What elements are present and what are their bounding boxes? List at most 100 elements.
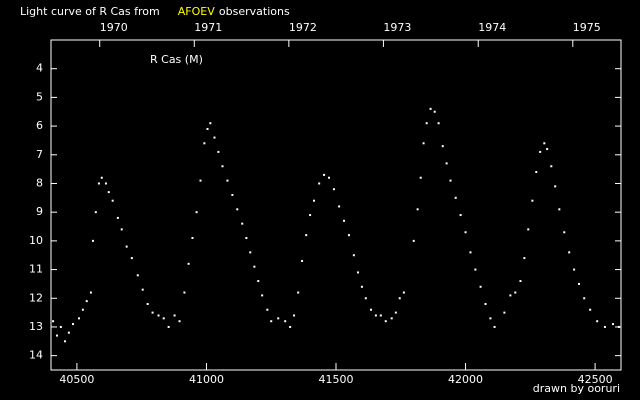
x2-tick-label: 1970 — [100, 21, 128, 34]
data-point — [479, 285, 482, 288]
y-tick-label: 9 — [36, 205, 43, 218]
data-point — [531, 199, 534, 202]
data-point — [257, 280, 260, 283]
data-point — [52, 320, 55, 323]
data-point — [422, 142, 425, 145]
data-point — [305, 234, 308, 237]
data-point — [445, 162, 448, 165]
data-point — [360, 285, 363, 288]
data-point — [94, 211, 97, 214]
data-point — [583, 297, 586, 300]
data-point — [441, 145, 444, 148]
data-point — [543, 142, 546, 145]
title-suffix: observations — [219, 5, 290, 18]
data-point — [558, 208, 561, 211]
data-point — [454, 196, 457, 199]
data-point — [312, 199, 315, 202]
data-point — [191, 237, 194, 239]
data-point — [111, 199, 114, 202]
data-point — [67, 331, 70, 334]
data-point — [270, 320, 273, 323]
data-point — [157, 314, 160, 317]
data-point — [97, 182, 100, 185]
data-point — [523, 257, 526, 260]
data-point — [374, 314, 377, 317]
data-point — [611, 323, 614, 326]
data-point — [130, 257, 133, 260]
data-point — [261, 294, 264, 297]
data-point — [578, 282, 581, 285]
data-point — [301, 259, 304, 262]
data-point — [563, 231, 566, 234]
data-point — [390, 317, 393, 320]
data-point — [527, 228, 530, 231]
data-point — [141, 288, 144, 291]
x2-tick-label: 1975 — [573, 21, 601, 34]
data-point — [493, 325, 496, 328]
data-point — [402, 291, 405, 294]
y-tick-label: 14 — [29, 349, 43, 362]
y-tick-label: 13 — [29, 320, 43, 333]
data-point — [146, 303, 149, 305]
y-tick-label: 11 — [29, 263, 43, 276]
data-point — [293, 314, 296, 317]
data-point — [509, 294, 512, 297]
data-point — [107, 191, 110, 194]
data-point — [550, 165, 553, 168]
data-point — [241, 222, 244, 225]
data-point — [338, 205, 341, 208]
data-point — [503, 311, 506, 314]
data-point — [449, 179, 452, 182]
data-point — [412, 239, 415, 242]
data-point — [55, 334, 58, 337]
data-point — [245, 237, 248, 239]
data-point — [309, 214, 312, 217]
data-point — [183, 291, 186, 294]
data-point — [364, 297, 367, 300]
data-point — [519, 280, 522, 283]
data-point — [474, 268, 477, 271]
data-point — [416, 208, 419, 211]
y-tick-label: 5 — [36, 90, 43, 103]
data-point — [535, 171, 538, 173]
data-point — [249, 251, 252, 254]
credit: drawn by ooruri — [533, 382, 620, 395]
data-point — [343, 219, 346, 222]
data-point — [332, 188, 335, 191]
data-point — [539, 150, 542, 153]
data-point — [187, 262, 190, 265]
data-point — [318, 182, 321, 185]
y-tick-label: 12 — [29, 291, 43, 304]
data-point — [484, 303, 487, 305]
x-tick-label: 40500 — [59, 373, 94, 386]
data-point — [217, 150, 220, 153]
data-point — [162, 317, 165, 320]
data-point — [203, 142, 206, 145]
x2-tick-label: 1973 — [383, 21, 411, 34]
data-point — [63, 340, 66, 343]
data-point — [100, 176, 103, 179]
data-point — [352, 254, 355, 257]
data-point — [213, 136, 216, 139]
data-point — [419, 176, 422, 179]
x-tick-label: 41000 — [189, 373, 224, 386]
data-point — [603, 325, 606, 328]
data-point — [394, 311, 397, 314]
data-point — [469, 251, 472, 254]
data-point — [89, 291, 92, 294]
data-point — [398, 297, 401, 300]
data-point — [253, 265, 256, 268]
data-point — [347, 234, 350, 237]
data-point — [221, 165, 224, 168]
data-point — [167, 325, 170, 328]
data-point — [125, 245, 128, 248]
data-point — [433, 110, 436, 113]
x-tick-label: 42500 — [578, 373, 613, 386]
data-point — [178, 320, 181, 323]
data-point — [226, 179, 229, 182]
data-point — [464, 231, 467, 234]
y-tick-label: 8 — [36, 176, 43, 189]
data-point — [369, 308, 372, 311]
